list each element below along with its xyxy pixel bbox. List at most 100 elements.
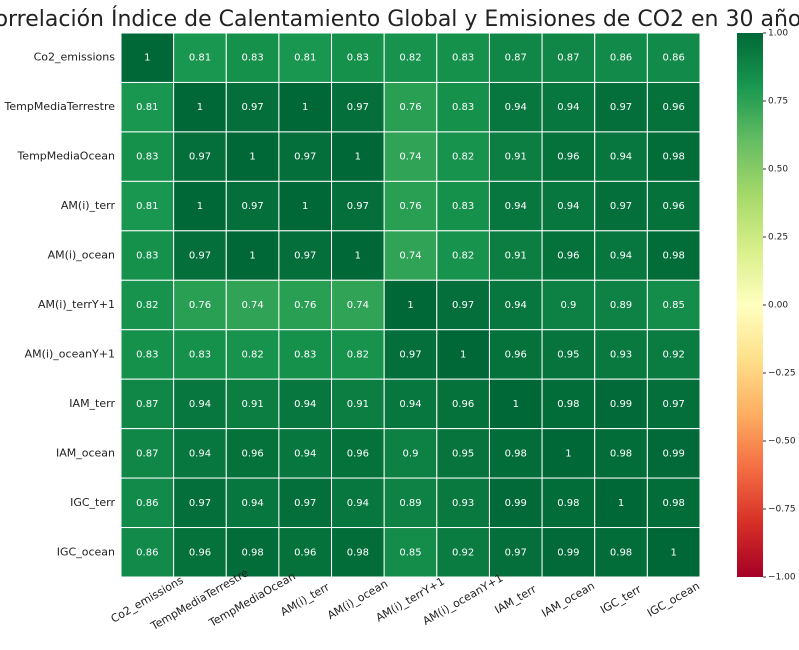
cell-label: 0.94 <box>505 201 527 212</box>
cell-label: 0.83 <box>452 53 474 64</box>
cell-label: 0.81 <box>136 102 158 113</box>
cell-label: 0.97 <box>189 498 211 509</box>
cell-label: 0.97 <box>347 102 369 113</box>
colorbar-tick-label: 0.00 <box>768 301 788 311</box>
cell-label: 0.97 <box>505 547 527 558</box>
cell-label: 1 <box>144 53 150 64</box>
cell-label: 0.83 <box>452 201 474 212</box>
cell-label: 0.82 <box>347 349 369 360</box>
cell-label: 0.92 <box>452 547 474 558</box>
heatmap-cell <box>646 131 701 182</box>
cell-label: 0.93 <box>610 349 632 360</box>
cell-label: 0.91 <box>505 251 527 262</box>
heatmap-cell <box>541 230 596 281</box>
heatmap-cell <box>225 477 280 529</box>
heatmap-cell <box>383 230 438 281</box>
heatmap-cell <box>594 527 648 578</box>
cell-label: 1 <box>618 498 624 509</box>
heatmap-cell <box>646 230 701 281</box>
cell-label: 0.97 <box>294 498 316 509</box>
x-tick-label: IAM_terr <box>492 582 538 616</box>
cell-label: 0.85 <box>663 300 685 311</box>
cell-label: 0.95 <box>452 448 474 459</box>
cell-label: 0.82 <box>241 349 263 360</box>
cell-label: 0.98 <box>241 547 263 558</box>
heatmap-cell <box>225 81 280 133</box>
heatmap-cell <box>541 329 596 380</box>
cell-label: 0.92 <box>663 349 685 360</box>
cell-label: 0.76 <box>399 201 421 212</box>
cell-label: 0.74 <box>399 251 421 262</box>
cell-label: 0.82 <box>452 251 474 262</box>
cell-label: 1 <box>460 349 466 360</box>
colorbar-tick-label: −0.25 <box>768 369 796 379</box>
cell-label: 0.97 <box>189 251 211 262</box>
cell-label: 0.99 <box>610 399 632 410</box>
cell-label: 0.96 <box>557 152 579 163</box>
y-tick-label: IGC_terr <box>70 496 115 509</box>
cell-label: 0.96 <box>557 251 579 262</box>
heatmap-cell <box>173 527 227 578</box>
heatmap-cell <box>646 279 701 331</box>
cell-label: 0.81 <box>294 53 316 64</box>
cell-label: 1 <box>249 152 255 163</box>
colorbar-tick-label: 1.00 <box>768 29 788 39</box>
cell-label: 0.9 <box>403 448 419 459</box>
heatmap-cell <box>331 230 385 281</box>
cell-label: 0.97 <box>189 152 211 163</box>
cell-label: 0.82 <box>452 152 474 163</box>
heatmap-cell <box>383 32 438 83</box>
cell-label: 0.94 <box>557 201 579 212</box>
y-tick-label: Co2_emissions <box>34 51 116 64</box>
cell-label: 0.93 <box>452 498 474 509</box>
cell-label: 0.9 <box>560 300 576 311</box>
x-tick-label: TempMediaOcean <box>206 570 298 631</box>
cell-label: 0.97 <box>241 201 263 212</box>
cell-label: 0.86 <box>610 53 632 64</box>
heatmap-cell <box>173 32 227 83</box>
heatmap-cell <box>541 81 596 133</box>
heatmap-cell <box>383 477 438 529</box>
cell-label: 0.97 <box>610 102 632 113</box>
heatmap-cell <box>646 32 701 83</box>
cell-label: 0.86 <box>136 498 158 509</box>
cell-label: 0.87 <box>136 448 158 459</box>
y-tick-label: AM(i)_ocean <box>48 249 115 262</box>
cell-label: 1 <box>565 448 571 459</box>
cell-label: 0.98 <box>610 547 632 558</box>
heatmap-cell <box>541 131 596 182</box>
heatmap-cell <box>120 428 175 479</box>
cell-label: 0.98 <box>663 498 685 509</box>
cell-label: 0.91 <box>241 399 263 410</box>
heatmap-cell <box>594 378 648 430</box>
heatmap-cell <box>278 477 333 529</box>
heatmap-cell <box>646 329 701 380</box>
y-tick-label: AM(i)_terr <box>61 199 116 212</box>
cell-label: 1 <box>513 399 519 410</box>
heatmap-cell <box>646 81 701 133</box>
heatmap-cell <box>488 81 543 133</box>
y-tick-label: IAM_ocean <box>56 446 115 459</box>
cell-label: 0.89 <box>610 300 632 311</box>
heatmap-cell <box>541 477 596 529</box>
cell-label: 0.94 <box>189 448 211 459</box>
heatmap-cell <box>488 32 543 83</box>
heatmap-cell <box>331 81 385 133</box>
cell-label: 0.96 <box>663 201 685 212</box>
heatmap-cell <box>331 477 385 529</box>
cell-label: 0.98 <box>663 152 685 163</box>
heatmap-cell <box>173 230 227 281</box>
cell-label: 0.99 <box>663 448 685 459</box>
heatmap-cell <box>541 527 596 578</box>
cell-label: 0.98 <box>557 399 579 410</box>
cell-label: 0.83 <box>294 349 316 360</box>
heatmap-cell <box>173 329 227 380</box>
heatmap-cell <box>120 81 175 133</box>
cell-label: 1 <box>355 152 361 163</box>
heatmap-cell <box>225 428 280 479</box>
heatmap-cell <box>278 180 333 232</box>
cell-label: 0.96 <box>452 399 474 410</box>
y-tick-label: AM(i)_terrY+1 <box>38 298 115 311</box>
cell-label: 0.98 <box>557 498 579 509</box>
heatmap-cell <box>225 527 280 578</box>
